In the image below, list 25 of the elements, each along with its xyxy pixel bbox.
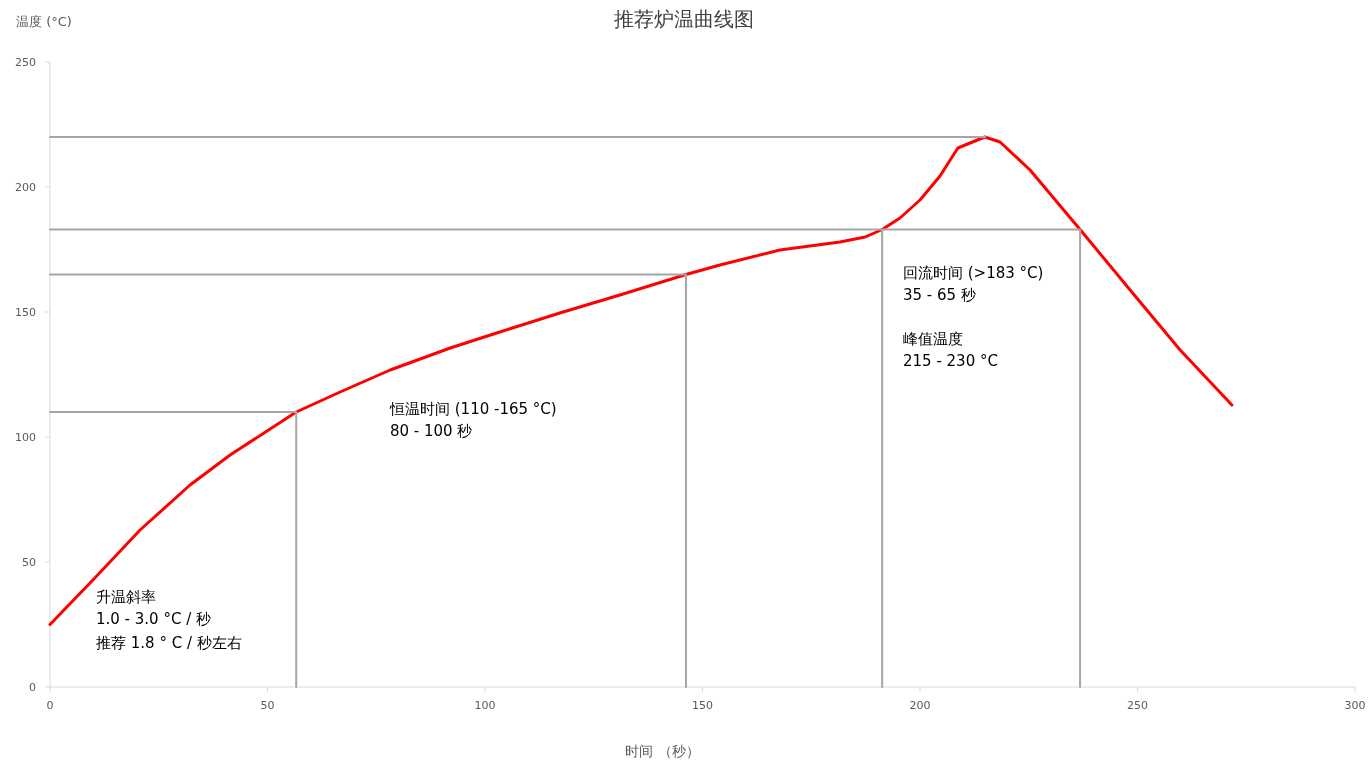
y-axis-title: 温度 (°C) xyxy=(16,14,72,29)
y-tick-label: 150 xyxy=(15,306,36,319)
x-axis-title: 时间 （秒） xyxy=(625,743,700,759)
x-tick-label: 150 xyxy=(692,699,713,712)
y-tick-label: 250 xyxy=(15,56,36,69)
y-tick-label: 0 xyxy=(29,681,36,694)
x-tick-label: 250 xyxy=(1127,699,1148,712)
annotation: 峰值温度 xyxy=(903,330,963,348)
annotation: 回流时间 (>183 °C) xyxy=(903,264,1044,282)
x-tick-label: 50 xyxy=(260,699,275,712)
annotation: 80 - 100 秒 xyxy=(390,422,473,440)
x-tick-label: 300 xyxy=(1344,699,1366,712)
y-tick-label: 200 xyxy=(15,181,36,194)
annotation: 215 - 230 °C xyxy=(903,352,998,370)
annotation: 推荐 1.8 ° C / 秒左右 xyxy=(96,634,242,652)
annotation: 35 - 65 秒 xyxy=(903,286,976,304)
x-tick-label: 0 xyxy=(46,699,54,712)
x-tick-label: 200 xyxy=(909,699,931,712)
y-tick-label: 50 xyxy=(22,556,36,569)
annotation: 1.0 - 3.0 °C / 秒 xyxy=(96,610,211,628)
y-tick-label: 100 xyxy=(15,431,36,444)
annotation: 升温斜率 xyxy=(96,588,156,606)
annotation: 恒温时间 (110 -165 °C) xyxy=(389,400,557,418)
x-tick-label: 100 xyxy=(474,699,496,712)
chart-title: 推荐炉温曲线图 xyxy=(614,7,754,31)
